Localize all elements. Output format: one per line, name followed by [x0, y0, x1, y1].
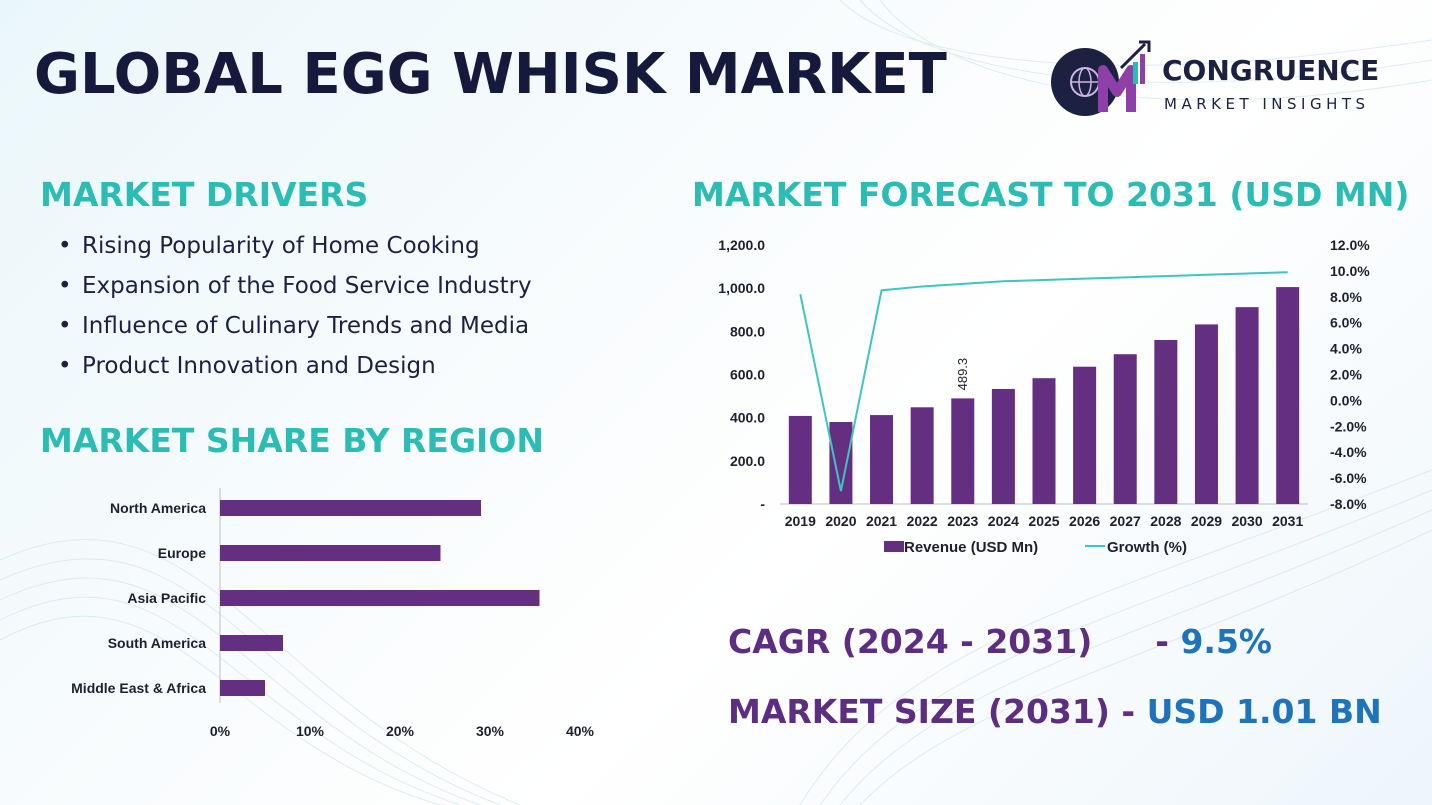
x-tick-label: 2026 [1069, 513, 1100, 529]
bullet-icon: • [58, 233, 72, 259]
y-left-tick-label: - [760, 496, 765, 512]
x-tick-label: 2020 [825, 513, 856, 529]
y-right-tick-label: -2.0% [1330, 418, 1367, 434]
share-heading: MARKET SHARE BY REGION [40, 421, 544, 460]
revenue-bar [910, 407, 934, 504]
y-left-tick-label: 800.0 [730, 323, 765, 339]
y-right-tick-label: 2.0% [1330, 367, 1362, 383]
category-label: Asia Pacific [127, 590, 206, 606]
bullet-icon: • [58, 273, 72, 299]
y-right-tick-label: -4.0% [1330, 444, 1367, 460]
x-tick-label: 30% [476, 723, 505, 739]
y-left-tick-label: 600.0 [730, 367, 765, 383]
list-item: • Product Innovation and Design [58, 348, 532, 388]
x-tick-label: 2027 [1110, 513, 1141, 529]
x-tick-label: 2024 [988, 513, 1019, 529]
category-label: South America [108, 635, 206, 651]
category-label: Europe [158, 545, 206, 561]
x-tick-label: 2029 [1191, 513, 1222, 529]
bar [220, 590, 540, 606]
revenue-bar [1154, 339, 1178, 504]
market-size-separator: - [1109, 692, 1147, 731]
y-right-tick-label: 8.0% [1330, 289, 1362, 305]
bar [220, 500, 481, 516]
market-size-value: USD 1.01 BN [1146, 692, 1382, 731]
y-right-tick-label: -6.0% [1330, 470, 1367, 486]
y-left-tick-label: 200.0 [730, 453, 765, 469]
drivers-heading: MARKET DRIVERS [40, 175, 369, 214]
revenue-bar [1276, 287, 1300, 504]
list-item: • Influence of Culinary Trends and Media [58, 308, 532, 348]
list-item: • Rising Popularity of Home Cooking [58, 228, 532, 268]
forecast-heading: MARKET FORECAST TO 2031 (USD MN) [692, 175, 1410, 214]
logo-name: CONGRUENCE [1162, 54, 1380, 87]
logo-mark-icon [1051, 40, 1151, 116]
bullet-icon: • [58, 313, 72, 339]
page-title: GLOBAL EGG WHISK MARKET [34, 42, 947, 107]
revenue-bar [1194, 324, 1218, 504]
x-tick-label: 0% [210, 723, 231, 739]
legend-swatch-revenue [884, 541, 904, 552]
revenue-bar [870, 415, 894, 504]
revenue-bar [788, 415, 812, 504]
bar [220, 680, 265, 696]
y-left-tick-label: 1,000.0 [718, 280, 765, 296]
y-left-tick-label: 400.0 [730, 410, 765, 426]
x-tick-label: 2030 [1231, 513, 1262, 529]
revenue-bar [829, 421, 853, 504]
y-right-tick-label: 4.0% [1330, 341, 1362, 357]
category-label: Middle East & Africa [71, 680, 206, 696]
x-tick-label: 2021 [866, 513, 897, 529]
drivers-list: • Rising Popularity of Home Cooking • Expa… [58, 228, 532, 388]
y-right-tick-label: -8.0% [1330, 496, 1367, 512]
y-right-tick-label: 0.0% [1330, 392, 1362, 408]
revenue-bar [1113, 354, 1137, 504]
list-item: • Expansion of the Food Service Industry [58, 268, 532, 308]
y-right-tick-label: 12.0% [1330, 237, 1370, 253]
bullet-icon: • [58, 353, 72, 379]
legend-label-growth: Growth (%) [1107, 539, 1187, 556]
legend-label-revenue: Revenue (USD Mn) [904, 539, 1038, 556]
growth-line [799, 271, 1288, 492]
x-tick-label: 2031 [1272, 513, 1303, 529]
bar [220, 545, 441, 561]
y-right-tick-label: 6.0% [1330, 315, 1362, 331]
category-label: North America [110, 500, 206, 516]
x-tick-label: 2022 [907, 513, 938, 529]
cagr-value: 9.5% [1180, 622, 1272, 661]
x-tick-label: 2025 [1028, 513, 1059, 529]
region-share-chart: North America Europe Asia Pacific South Ame… [71, 488, 595, 739]
bar [220, 635, 283, 651]
cagr-stat: CAGR (2024 - 2031) - 9.5% [728, 622, 1272, 661]
x-tick-label: 2023 [947, 513, 978, 529]
x-tick-label: 2028 [1150, 513, 1181, 529]
y-right-tick-label: 10.0% [1330, 263, 1370, 279]
x-tick-label: 40% [566, 723, 595, 739]
x-tick-label: 20% [386, 723, 415, 739]
cagr-separator: - [1155, 622, 1181, 661]
x-tick-label: 2019 [785, 513, 816, 529]
data-label: 489.3 [955, 358, 970, 391]
company-logo: CONGRUENCE MARKET INSIGHTS [1045, 40, 1405, 120]
revenue-bar [1032, 378, 1056, 504]
revenue-bar [991, 388, 1015, 504]
market-size-label: MARKET SIZE (2031) [728, 692, 1110, 731]
logo-tagline: MARKET INSIGHTS [1164, 95, 1370, 113]
revenue-bar [1073, 366, 1097, 504]
revenue-bar [1235, 307, 1259, 504]
cagr-label: CAGR (2024 - 2031) [728, 622, 1093, 661]
y-left-tick-label: 1,200.0 [718, 237, 765, 253]
market-size-stat: MARKET SIZE (2031) - USD 1.01 BN [728, 692, 1382, 731]
forecast-chart: - 200.0 400.0 600.0 800.0 1,000.0 1,200.0 -8.0%… [718, 237, 1370, 556]
x-tick-label: 10% [296, 723, 325, 739]
revenue-bar [951, 398, 975, 504]
